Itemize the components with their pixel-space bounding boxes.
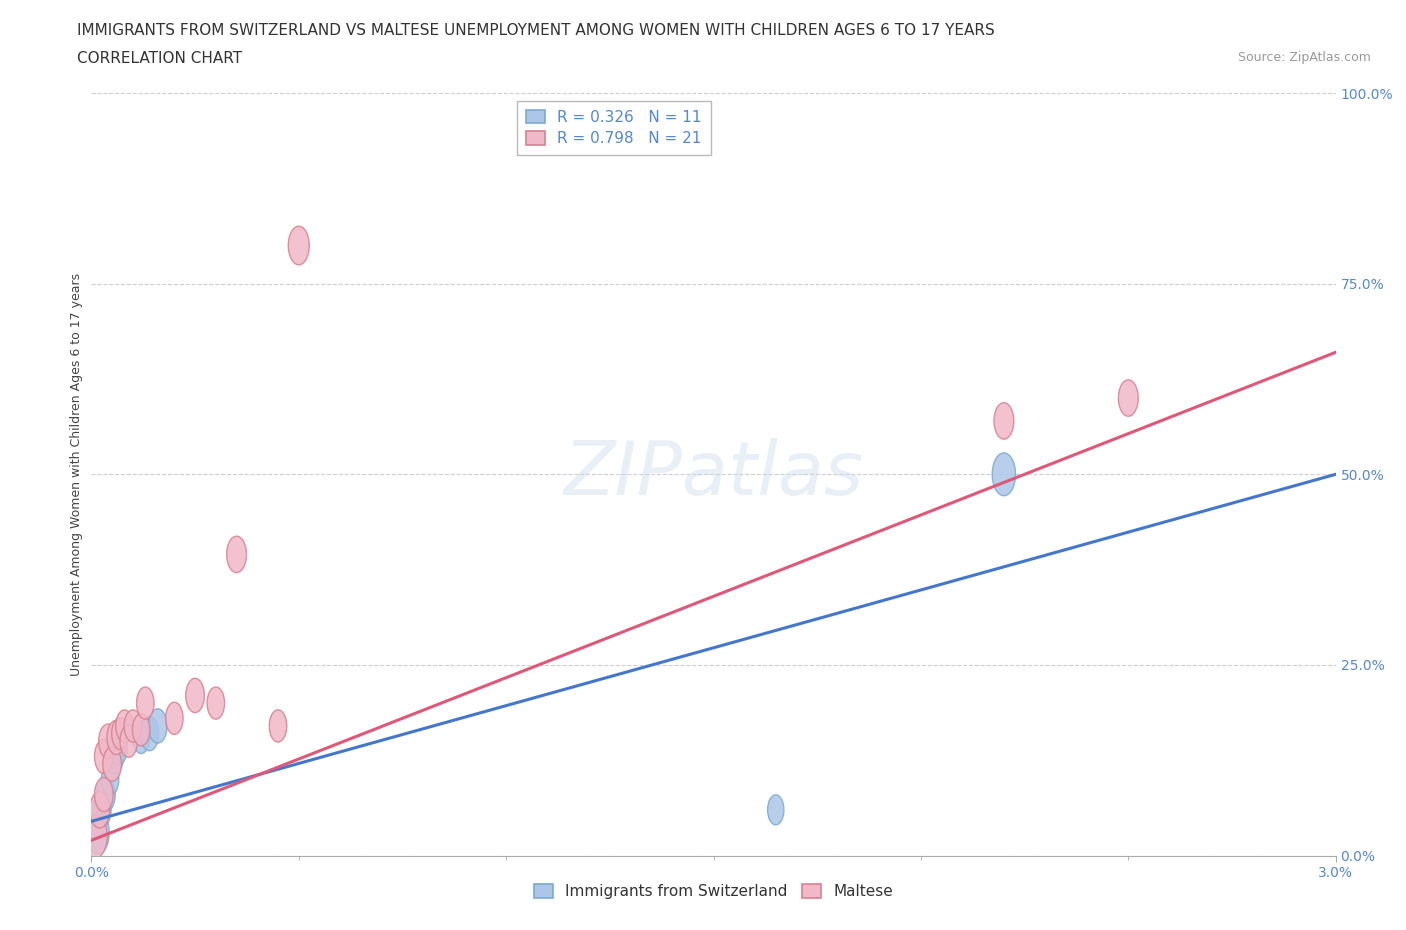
Ellipse shape [115, 710, 134, 742]
Ellipse shape [994, 403, 1014, 439]
Ellipse shape [120, 725, 138, 757]
Ellipse shape [101, 764, 118, 795]
Ellipse shape [124, 710, 142, 742]
Ellipse shape [94, 777, 112, 812]
Ellipse shape [136, 687, 155, 719]
Text: IMMIGRANTS FROM SWITZERLAND VS MALTESE UNEMPLOYMENT AMONG WOMEN WITH CHILDREN AG: IMMIGRANTS FROM SWITZERLAND VS MALTESE U… [77, 23, 995, 38]
Ellipse shape [226, 536, 246, 573]
Ellipse shape [90, 791, 110, 828]
Ellipse shape [105, 739, 124, 774]
Ellipse shape [94, 739, 112, 774]
Y-axis label: Unemployment Among Women with Children Ages 6 to 17 years: Unemployment Among Women with Children A… [70, 272, 83, 676]
Ellipse shape [93, 792, 111, 827]
Legend: Immigrants from Switzerland, Maltese: Immigrants from Switzerland, Maltese [529, 878, 898, 905]
Text: Source: ZipAtlas.com: Source: ZipAtlas.com [1237, 51, 1371, 64]
Ellipse shape [149, 709, 167, 743]
Ellipse shape [103, 747, 121, 781]
Ellipse shape [97, 777, 115, 812]
Ellipse shape [86, 811, 110, 854]
Ellipse shape [166, 702, 183, 735]
Ellipse shape [288, 226, 309, 265]
Ellipse shape [84, 815, 107, 858]
Ellipse shape [270, 710, 287, 742]
Ellipse shape [186, 678, 204, 712]
Ellipse shape [132, 722, 150, 753]
Ellipse shape [110, 733, 127, 764]
Ellipse shape [107, 720, 125, 754]
Ellipse shape [768, 795, 785, 825]
Text: ZIPatlas: ZIPatlas [564, 438, 863, 511]
Ellipse shape [207, 687, 225, 719]
Ellipse shape [993, 453, 1015, 496]
Ellipse shape [141, 716, 159, 751]
Ellipse shape [1118, 379, 1139, 417]
Text: CORRELATION CHART: CORRELATION CHART [77, 51, 242, 66]
Ellipse shape [132, 713, 150, 746]
Ellipse shape [111, 718, 129, 750]
Ellipse shape [98, 724, 117, 758]
